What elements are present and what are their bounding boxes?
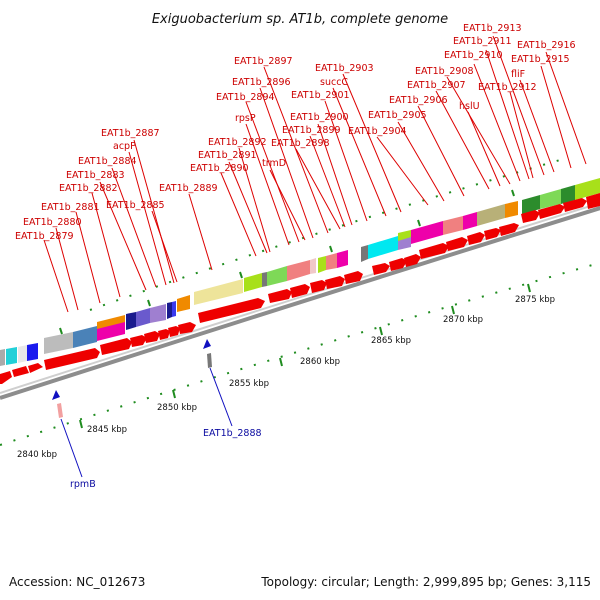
gene-label-eat1b-2899: EAT1b_2899 xyxy=(282,125,341,136)
gene-label-rpmb: rpmB xyxy=(70,479,96,490)
gene-label-eat1b-2916: EAT1b_2916 xyxy=(517,40,576,51)
gene-label-rpsp: rpsP xyxy=(235,113,256,124)
gene-label-eat1b-2884: EAT1b_2884 xyxy=(78,156,137,167)
gene-label-trmd: trmD xyxy=(262,158,286,169)
tick-label-2845: 2845 kbp xyxy=(87,425,127,435)
tick-label-2865: 2865 kbp xyxy=(371,336,411,346)
gene-label-eat1b-2907: EAT1b_2907 xyxy=(407,80,466,91)
gene-label-hslu: hslU xyxy=(459,101,480,112)
gene-label-eat1b-2883: EAT1b_2883 xyxy=(66,170,125,181)
gene-label-eat1b-2912: EAT1b_2912 xyxy=(478,82,537,93)
gene-label-eat1b-2881: EAT1b_2881 xyxy=(41,202,100,213)
tick-label-2860: 2860 kbp xyxy=(300,357,340,367)
gene-label-eat1b-2915: EAT1b_2915 xyxy=(511,54,570,65)
gene-label-eat1b-2906: EAT1b_2906 xyxy=(389,95,448,106)
gene-label-eat1b-2904: EAT1b_2904 xyxy=(348,126,407,137)
scale-rings xyxy=(0,159,600,446)
gene-label-eat1b-2887: EAT1b_2887 xyxy=(101,128,160,139)
forward-leader-lines xyxy=(43,35,587,313)
gene-label-eat1b-2908: EAT1b_2908 xyxy=(415,66,474,77)
gene-label-eat1b-2897: EAT1b_2897 xyxy=(234,56,293,67)
gene-label-eat1b-2901: EAT1b_2901 xyxy=(291,90,350,101)
gene-label-eat1b-2889: EAT1b_2889 xyxy=(159,183,218,194)
gene-label-succ: succC xyxy=(320,77,348,88)
gene-label-eat1b-2892: EAT1b_2892 xyxy=(208,137,267,148)
gene-label-eat1b-2888: EAT1b_2888 xyxy=(203,428,262,439)
reverse-gene-labels: rpmB EAT1b_2888 xyxy=(70,428,262,490)
gene-label-eat1b-2911: EAT1b_2911 xyxy=(453,36,512,47)
gene-label-eat1b-2903: EAT1b_2903 xyxy=(315,63,374,74)
gene-label-eat1b-2882: EAT1b_2882 xyxy=(59,183,118,194)
gene-label-eat1b-2896: EAT1b_2896 xyxy=(232,77,291,88)
gene-label-eat1b-2885: EAT1b_2885 xyxy=(106,200,165,211)
reverse-strand-genes xyxy=(52,339,212,418)
tick-label-2840: 2840 kbp xyxy=(17,450,57,460)
gene-label-eat1b-2890: EAT1b_2890 xyxy=(190,163,249,174)
tick-label-2850: 2850 kbp xyxy=(157,403,197,413)
reverse-leader-lines xyxy=(60,367,233,478)
tick-label-2875: 2875 kbp xyxy=(515,295,555,305)
gene-label-acpp: acpP xyxy=(113,141,136,152)
accession-text: Accession: NC_012673 xyxy=(9,575,145,589)
cds-arrows xyxy=(0,193,600,384)
gene-label-eat1b-2898: EAT1b_2898 xyxy=(271,138,330,149)
map-title: Exiguobacterium sp. AT1b, complete genom… xyxy=(152,12,448,27)
tick-label-2870: 2870 kbp xyxy=(443,315,483,325)
scale-tick-labels: 2840 kbp 2845 kbp 2850 kbp 2855 kbp 2860… xyxy=(17,295,555,460)
gene-label-eat1b-2894: EAT1b_2894 xyxy=(216,92,275,103)
gene-label-eat1b-2905: EAT1b_2905 xyxy=(368,110,427,121)
gene-label-eat1b-2891: EAT1b_2891 xyxy=(198,150,257,161)
gene-label-eat1b-2913: EAT1b_2913 xyxy=(463,23,522,34)
forward-gene-labels: EAT1b_2879 EAT1b_2880 EAT1b_2881 EAT1b_2… xyxy=(15,23,576,242)
genome-backbone xyxy=(0,202,600,400)
gene-label-eat1b-2900: EAT1b_2900 xyxy=(290,112,349,123)
gene-label-eat1b-2910: EAT1b_2910 xyxy=(444,50,503,61)
gene-label-eat1b-2880: EAT1b_2880 xyxy=(23,217,82,228)
gene-label-flif: fliF xyxy=(511,69,525,80)
gene-label-eat1b-2879: EAT1b_2879 xyxy=(15,231,74,242)
tick-label-2855: 2855 kbp xyxy=(229,379,269,389)
cog-color-band xyxy=(0,178,600,366)
topology-summary: Topology: circular; Length: 2,999,895 bp… xyxy=(260,575,591,589)
